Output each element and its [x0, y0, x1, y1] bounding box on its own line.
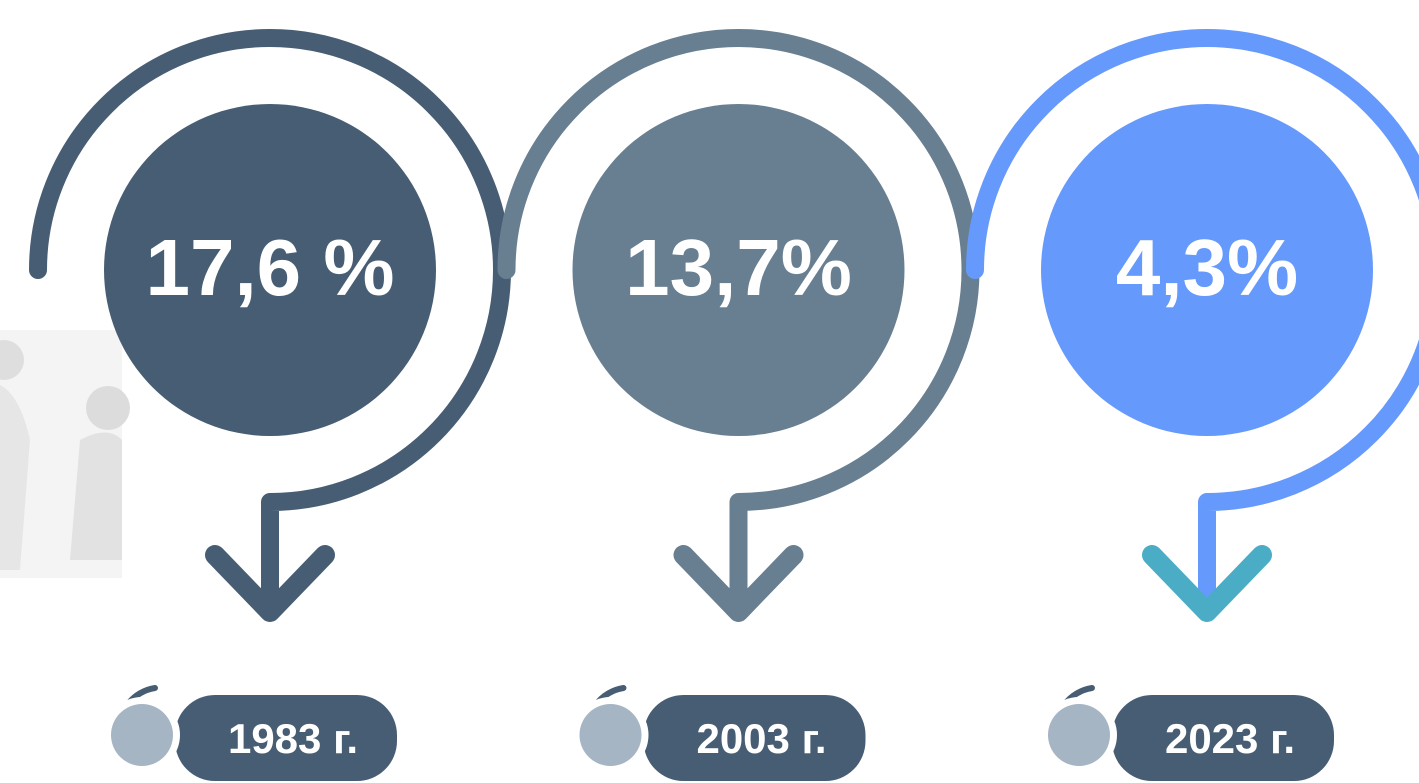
value-label: 17,6 % — [145, 223, 394, 312]
value-circle — [1041, 104, 1373, 436]
ring-arc — [966, 29, 1419, 619]
year-pill — [643, 695, 866, 781]
ring-arc — [29, 29, 511, 619]
year-label: 1983 г. — [228, 715, 358, 762]
year-label: 2023 г. — [1165, 715, 1295, 762]
pill-dot — [111, 704, 173, 766]
arrow-head — [673, 545, 804, 622]
step: 17,6 % 1983 г. — [29, 29, 511, 781]
value-circle — [104, 104, 436, 436]
pill-dot — [1048, 704, 1110, 766]
step: 4,3% 2023 г. — [966, 29, 1419, 781]
year-pill — [1112, 695, 1334, 781]
people-image — [0, 330, 130, 578]
arrow-head — [205, 545, 335, 622]
value-label: 4,3% — [1116, 223, 1298, 312]
value-label: 13,7% — [625, 223, 852, 312]
ring-arc — [497, 29, 980, 619]
step: 13,7% 2003 г. — [497, 29, 980, 781]
year-pill — [175, 695, 397, 781]
pill-dot — [579, 704, 642, 766]
value-circle — [572, 104, 905, 436]
arrow-head — [1142, 545, 1272, 622]
year-label: 2003 г. — [696, 715, 826, 762]
